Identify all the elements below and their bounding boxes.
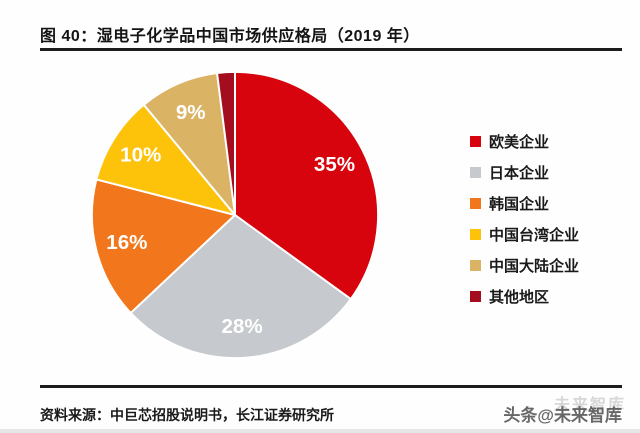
watermark-ghost-text: 未来智库 — [553, 397, 626, 414]
legend-swatch-icon — [470, 136, 481, 147]
legend-swatch-icon — [470, 229, 481, 240]
legend-swatch-icon — [470, 260, 481, 271]
watermark-text: 头条@未来智库 — [503, 406, 622, 425]
bottom-edge-artifact — [0, 429, 640, 433]
legend-label: 中国台湾企业 — [489, 227, 580, 244]
pie-data-label-4: 9% — [176, 101, 206, 124]
title-underline — [40, 48, 622, 51]
source-text: 资料来源：中巨芯招股说明书，长江证券研究所 — [40, 407, 334, 423]
chart-legend: 欧美企业 日本企业 韩国企业 中国台湾企业 中国大陆企业 其他地区 — [470, 126, 579, 312]
legend-label: 欧美企业 — [489, 134, 550, 151]
legend-item-europe-us: 欧美企业 — [470, 126, 579, 157]
legend-item-japan: 日本企业 — [470, 157, 579, 188]
pie-slice-2 — [90, 178, 236, 314]
legend-item-taiwan: 中国台湾企业 — [470, 219, 579, 250]
pie-data-label-3: 10% — [120, 144, 161, 167]
pie-chart: 35% 28% 16% 10% 9% — [90, 70, 380, 360]
pie-data-label-1: 28% — [221, 315, 262, 338]
legend-swatch-icon — [470, 167, 481, 178]
legend-item-mainland: 中国大陆企业 — [470, 250, 579, 281]
legend-item-korea: 韩国企业 — [470, 188, 579, 219]
pie-slice-0 — [234, 70, 380, 301]
legend-swatch-icon — [470, 291, 481, 302]
figure-title: 图 40：湿电子化学品中国市场供应格局（2019 年） — [40, 28, 420, 45]
pie-slice-1 — [129, 214, 352, 360]
legend-label: 韩国企业 — [489, 196, 550, 213]
legend-swatch-icon — [470, 198, 481, 209]
pie-slice-4 — [142, 72, 236, 216]
pie-data-label-0: 35% — [314, 153, 355, 176]
legend-label: 日本企业 — [489, 165, 550, 182]
pie-chart-area: 35% 28% 16% 10% 9% — [88, 68, 382, 362]
pie-slice-5 — [216, 70, 236, 216]
pie-slice-3 — [95, 103, 236, 216]
legend-label: 其他地区 — [489, 289, 550, 306]
legend-item-other: 其他地区 — [470, 281, 579, 312]
footer-rule — [40, 385, 622, 388]
legend-label: 中国大陆企业 — [489, 258, 580, 275]
pie-data-label-2: 16% — [106, 231, 147, 254]
